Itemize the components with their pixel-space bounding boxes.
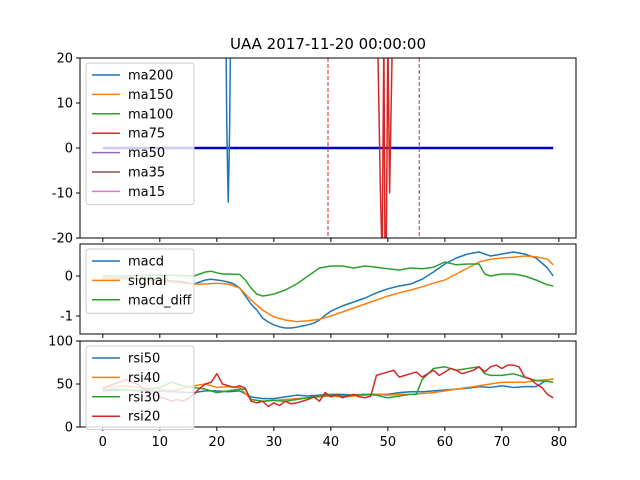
panel-moving-averages: -20-1001020ma200ma150ma100ma75ma50ma35ma…	[52, 52, 577, 247]
x-tick-label: 10	[152, 435, 169, 450]
x-tick-label: 70	[494, 435, 511, 450]
chart-title: UAA 2017-11-20 00:00:00	[230, 35, 426, 53]
x-tick-label: 40	[323, 435, 340, 450]
legend-label-signal: signal	[128, 274, 166, 289]
x-tick-label: 20	[209, 435, 226, 450]
legend-box	[85, 248, 195, 314]
y-tick-label: 50	[56, 378, 73, 393]
legend-label-macd: macd	[128, 255, 164, 270]
legend-label-ma35: ma35	[128, 166, 165, 181]
series-line-ma200	[225, 58, 232, 203]
y-tick-label: 100	[48, 335, 73, 350]
x-tick-label: 0	[99, 435, 107, 450]
legend-label-ma75: ma75	[128, 127, 165, 142]
legend-label-ma200: ma200	[128, 69, 173, 84]
y-tick-label: -10	[52, 187, 73, 202]
legend-label-ma100: ma100	[128, 107, 173, 122]
panel-macd: -1 0 macd signal macd_diff	[60, 243, 577, 338]
series-line-macd	[102, 251, 554, 329]
x-tick-label: 60	[437, 435, 454, 450]
series-line-ma75	[377, 58, 393, 238]
legend-label-rsi20: rsi20	[128, 410, 160, 425]
y-tick-label: 0	[65, 421, 73, 436]
legend-label-rsi50: rsi50	[128, 352, 160, 367]
series-line-macd_diff	[102, 261, 554, 297]
y-tick-label: -20	[52, 232, 73, 247]
legend-label-rsi40: rsi40	[128, 371, 160, 386]
y-tick-label: 0	[65, 142, 73, 157]
legend-label-ma150: ma150	[128, 88, 173, 103]
y-tick-label: 10	[56, 97, 73, 112]
y-tick-label: 20	[56, 52, 73, 67]
legend-label-rsi30: rsi30	[128, 390, 160, 405]
legend: rsi50 rsi40 rsi30 rsi20	[85, 345, 195, 431]
legend: ma200 ma150 ma100 ma75 ma50 ma35 ma15	[85, 62, 195, 206]
legend-label-macd_diff: macd_diff	[128, 293, 192, 308]
legend-label-ma50: ma50	[128, 146, 165, 161]
x-tick-label: 80	[551, 435, 568, 450]
x-tick-label: 50	[380, 435, 397, 450]
legend-box	[85, 345, 195, 431]
axes-frame	[79, 243, 577, 335]
legend: macd signal macd_diff	[85, 248, 195, 314]
x-tick-label: 30	[266, 435, 283, 450]
y-tick-label: 0	[65, 270, 73, 285]
legend-box	[85, 62, 195, 206]
legend-label-ma15: ma15	[128, 185, 165, 200]
y-tick-label: -1	[60, 310, 73, 325]
panel-rsi: 0 10 20 30 40 50 60 70 80050100rsi50rsi40rsi30rs…	[48, 335, 577, 450]
